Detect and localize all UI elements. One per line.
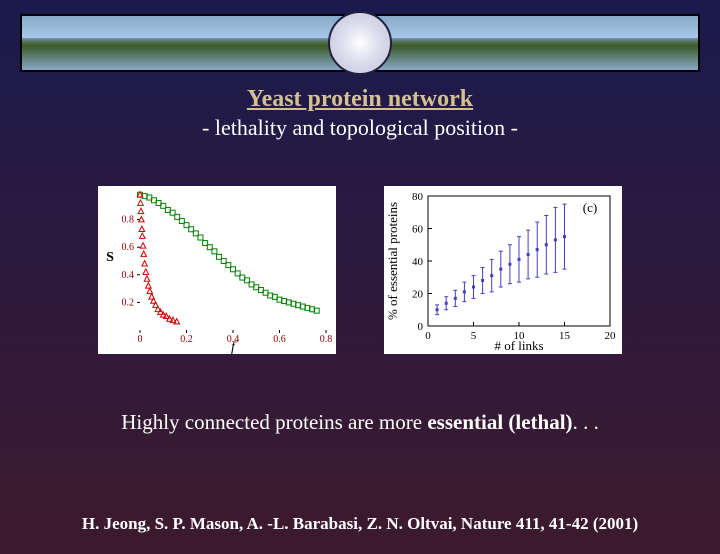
slide-subtitle: - lethality and topological position - (0, 115, 720, 141)
caption: Highly connected proteins are more essen… (0, 410, 720, 435)
caption-prefix: Highly connected proteins are more (121, 410, 427, 434)
svg-text:# of links: # of links (494, 338, 543, 353)
svg-text:0.4: 0.4 (122, 270, 135, 281)
left-chart: 00.20.40.60.80.20.40.60.8fS (98, 186, 336, 354)
svg-text:0.6: 0.6 (122, 242, 135, 253)
svg-text:0: 0 (138, 334, 143, 345)
svg-text:5: 5 (471, 330, 477, 342)
svg-text:0: 0 (418, 321, 424, 333)
svg-text:% of essential proteins: % of essential proteins (385, 202, 400, 320)
slide-title: Yeast protein network (0, 86, 720, 113)
svg-text:0: 0 (425, 330, 431, 342)
svg-text:(c): (c) (583, 200, 597, 215)
svg-text:20: 20 (605, 330, 617, 342)
svg-text:S: S (106, 250, 114, 265)
svg-text:80: 80 (412, 191, 424, 203)
svg-text:0.8: 0.8 (320, 334, 333, 345)
svg-text:0.6: 0.6 (273, 334, 286, 345)
svg-text:40: 40 (412, 256, 424, 268)
caption-bold: essential (lethal) (427, 410, 572, 434)
svg-text:60: 60 (412, 224, 424, 236)
svg-text:0.2: 0.2 (180, 334, 193, 345)
svg-text:15: 15 (559, 330, 571, 342)
svg-text:0.8: 0.8 (122, 215, 135, 226)
decorative-banner (20, 14, 700, 72)
citation: H. Jeong, S. P. Mason, A. -L. Barabasi, … (0, 514, 720, 534)
right-chart: 05101520020406080# of links% of essentia… (384, 186, 622, 354)
svg-text:0.2: 0.2 (122, 297, 135, 308)
caption-suffix: . . . (573, 410, 599, 434)
charts-row: 00.20.40.60.80.20.40.60.8fS 051015200204… (0, 186, 720, 354)
svg-text:20: 20 (412, 289, 424, 301)
